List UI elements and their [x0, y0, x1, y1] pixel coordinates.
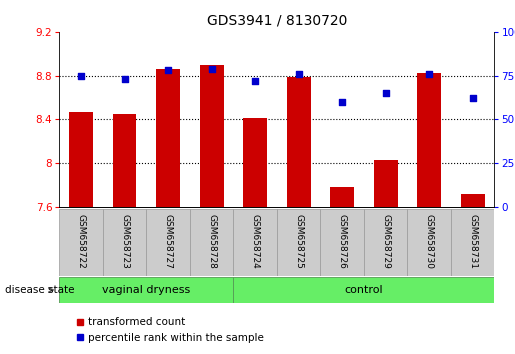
Point [382, 90, 390, 96]
Text: GSM658725: GSM658725 [294, 214, 303, 269]
Bar [451, 209, 494, 276]
Text: GSM658724: GSM658724 [251, 214, 260, 269]
Text: GSM658723: GSM658723 [120, 214, 129, 269]
Bar [113, 114, 136, 207]
Bar [330, 187, 354, 207]
Bar [59, 209, 103, 276]
Point [338, 99, 346, 105]
Bar [200, 65, 224, 207]
Legend: transformed count, percentile rank within the sample: transformed count, percentile rank withi… [73, 313, 268, 347]
Point [251, 78, 259, 84]
Bar [156, 69, 180, 207]
Text: vaginal dryness: vaginal dryness [102, 285, 191, 295]
Text: GSM658731: GSM658731 [468, 214, 477, 269]
Bar [364, 209, 407, 276]
Bar [417, 74, 441, 207]
Text: GSM658722: GSM658722 [77, 214, 85, 269]
Bar [461, 194, 485, 207]
Bar [59, 277, 233, 303]
Bar [233, 277, 494, 303]
Text: GSM658727: GSM658727 [164, 214, 173, 269]
Point [295, 71, 303, 77]
Text: control: control [345, 285, 383, 295]
Bar [287, 77, 311, 207]
Point [121, 76, 129, 82]
Bar [243, 118, 267, 207]
Point [77, 73, 85, 79]
Text: disease state: disease state [5, 285, 75, 295]
Point [469, 96, 477, 101]
Text: GSM658729: GSM658729 [381, 214, 390, 269]
Bar [320, 209, 364, 276]
Bar [233, 209, 277, 276]
Bar [374, 160, 398, 207]
Bar [407, 209, 451, 276]
Text: GSM658726: GSM658726 [338, 214, 347, 269]
Text: GSM658728: GSM658728 [207, 214, 216, 269]
Bar [103, 209, 146, 276]
Bar [69, 112, 93, 207]
Bar [277, 209, 320, 276]
Point [208, 66, 216, 72]
Point [164, 68, 172, 73]
Bar [146, 209, 190, 276]
Point [425, 71, 433, 77]
Bar [190, 209, 233, 276]
Text: GSM658730: GSM658730 [425, 214, 434, 269]
Title: GDS3941 / 8130720: GDS3941 / 8130720 [207, 14, 347, 28]
